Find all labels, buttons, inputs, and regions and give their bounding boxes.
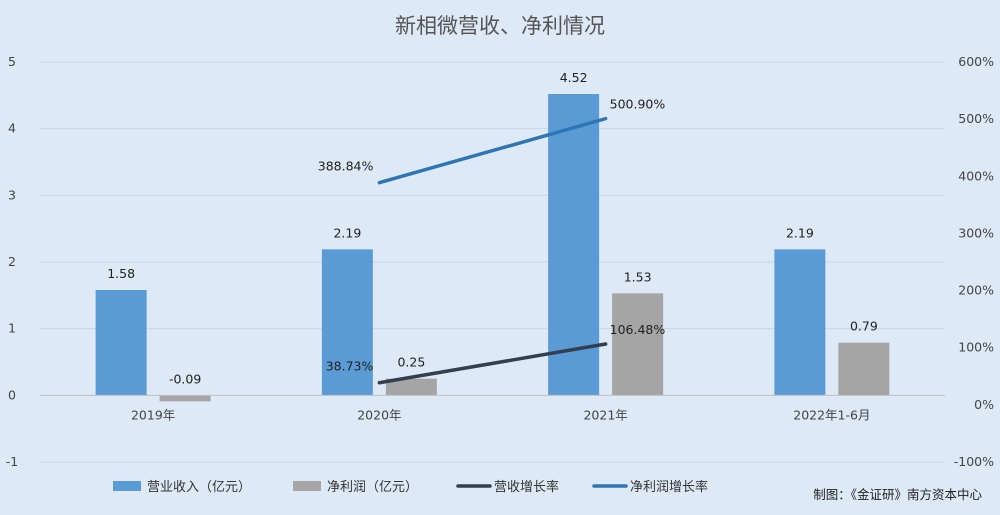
bar-data-label: 2.19 [786,225,814,240]
y-left-tick-label: 3 [8,187,16,202]
legend-swatch [113,481,141,491]
line-data-label: 106.48% [610,322,666,337]
y-right-tick-label: 0% [974,397,994,412]
y-axis-right: 600% 500% 400% 300% 200% 100% 0% -100% [954,54,994,469]
y-left-tick-label: -1 [6,454,18,469]
x-tick-label: 2021年 [583,407,627,422]
chart-title: 新相微营收、净利情况 [395,14,605,38]
bar [95,290,147,396]
bar-data-label: 1.53 [624,269,652,284]
bar-data-label: 4.52 [560,70,588,85]
legend-swatch [293,481,321,491]
x-tick-label: 2020年 [357,407,401,422]
gridlines [40,61,945,463]
bar-data-label: 1.58 [107,266,135,281]
y-right-tick-label: -100% [954,454,994,469]
line-data-label: 500.90% [610,97,666,112]
y-left-tick-label: 5 [8,54,16,69]
legend-label: 净利润增长率 [630,479,708,495]
bar-data-label: -0.09 [169,371,201,386]
y-left-tick-label: 4 [8,121,16,136]
legend-label: 营业收入（亿元） [147,480,251,495]
bar-data-label: 0.79 [850,319,878,334]
legend-label: 净利润（亿元） [327,480,418,495]
lines: 38.73% 106.48% 388.84% 500.90% [318,97,666,385]
bar [774,249,826,396]
x-tick-label: 2019年 [131,407,175,422]
bar-data-label: 2.19 [333,225,361,240]
y-left-tick-label: 0 [8,387,16,402]
y-right-tick-label: 600% [958,54,994,69]
bar [838,342,890,396]
legend-label: 营收增长率 [494,479,559,495]
x-axis: 2019年 2020年 2021年 2022年1-6月 [40,394,945,422]
bar-data-label: 0.25 [397,355,425,370]
y-right-tick-label: 200% [958,283,994,298]
bar [612,293,664,396]
series-line [377,342,608,385]
bar [385,378,437,396]
y-left-tick-label: 2 [8,254,16,269]
series-line [377,116,608,185]
line-data-label: 38.73% [326,359,374,374]
bar [321,249,373,396]
y-axis-left: 5 4 3 2 1 0 -1 [6,54,18,469]
x-tick-label: 2022年1-6月 [793,407,870,422]
legend: 营业收入（亿元） 净利润（亿元） 营收增长率 净利润增长率 [113,479,708,495]
y-right-tick-label: 300% [958,225,994,240]
y-left-tick-label: 1 [8,321,16,336]
bar [159,395,211,402]
line-data-label: 388.84% [318,159,374,174]
y-right-tick-label: 100% [958,340,994,355]
credit-text: 制图：《金证研》南方资本中心 [813,487,982,502]
y-right-tick-label: 400% [958,168,994,183]
bars: 1.58 2.19 4.52 2.19 -0.09 0.25 1.53 0.79 [95,70,890,402]
y-right-tick-label: 500% [958,111,994,126]
